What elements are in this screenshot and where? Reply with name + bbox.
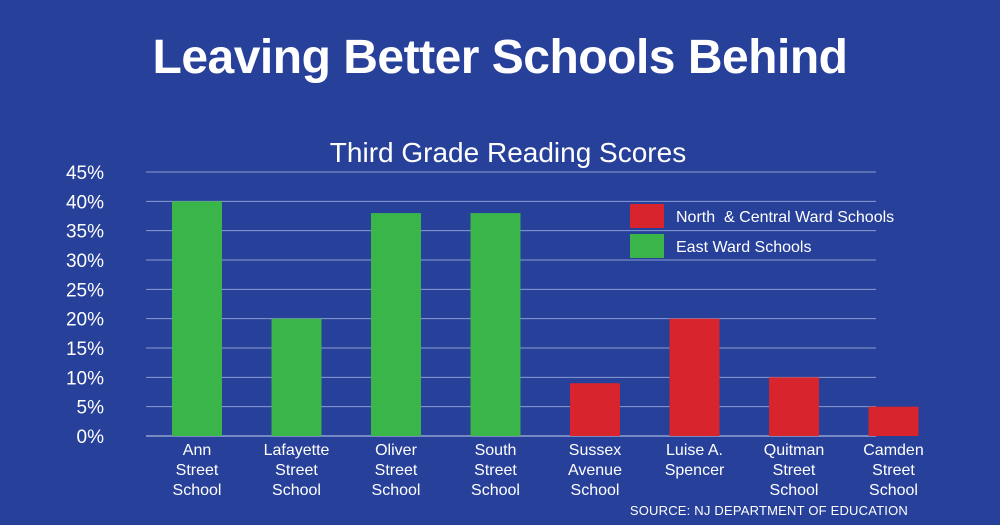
x-category-label: Quitman Street School [764,442,824,499]
bar [172,201,222,436]
y-tick-label: 10% [66,368,104,389]
source-note: SOURCE: NJ DEPARTMENT OF EDUCATION [629,503,908,518]
legend-label: East Ward Schools [676,239,811,256]
bar [470,213,521,436]
y-tick-label: 5% [77,398,105,419]
legend: North & Central Ward Schools East Ward Sc… [630,204,894,258]
bar [271,318,322,436]
legend-swatch [630,234,664,258]
bar [570,383,620,436]
y-tick-label: 45% [66,163,104,184]
bar [868,406,919,436]
y-tick-label: 35% [66,222,104,243]
bar [669,318,720,436]
bar [371,213,421,436]
x-category-label: Camden Street School [863,442,923,499]
y-tick-label: 20% [66,310,104,331]
legend-label: North & Central Ward Schools [676,209,894,226]
y-tick-label: 0% [77,427,105,448]
y-tick-label: 25% [66,280,104,301]
x-category-label: Sussex Avenue School [568,442,622,499]
x-category-label: Luise A. Spencer [665,442,725,479]
x-category-label: South Street School [471,442,520,499]
y-axis-ticks: 0% 5% 10% 15% 20% 25% 30% 35% 40% 45% [66,163,104,448]
bar [769,377,819,436]
x-axis-labels: Ann Street School Lafayette Street School Oliv… [173,442,924,499]
y-tick-label: 40% [66,192,104,213]
x-category-label: Lafayette Street School [264,442,330,499]
y-tick-label: 30% [66,251,104,272]
legend-swatch [630,204,664,228]
page-title: Leaving Better Schools Behind [152,31,848,84]
chart-title: Third Grade Reading Scores [330,137,686,168]
y-tick-label: 15% [66,339,104,360]
x-category-label: Oliver Street School [372,442,421,499]
bars [172,201,919,436]
x-category-label: Ann Street School [173,442,222,499]
